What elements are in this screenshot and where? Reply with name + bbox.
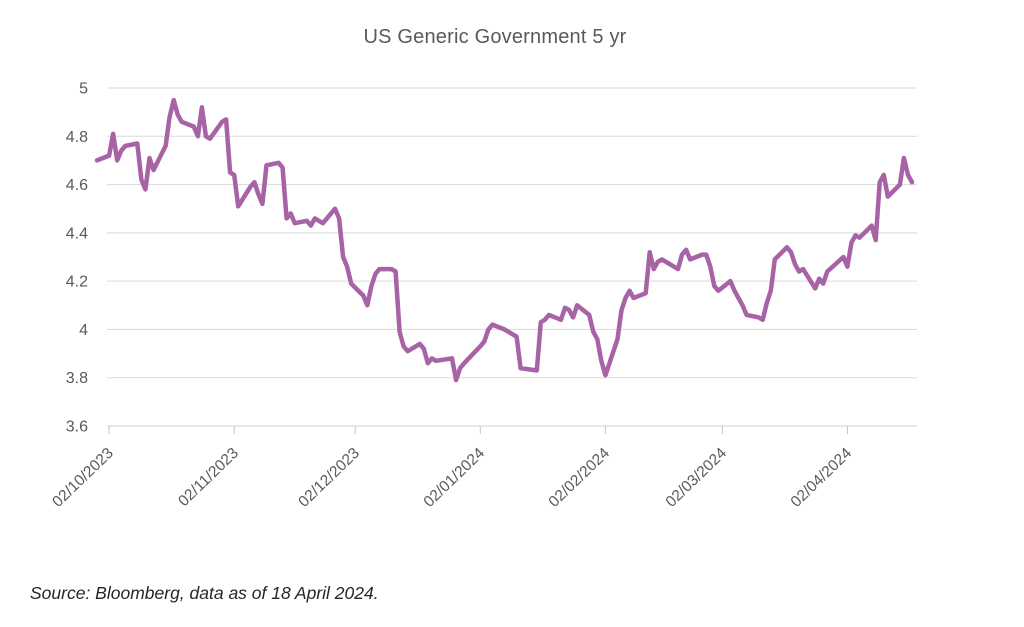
y-axis-tick-label: 4.6 [66, 177, 88, 194]
x-axis-tick-label: 02/01/2024 [420, 444, 488, 510]
y-axis-labels: 5 4.8 4.6 4.4 4.2 4 3.8 3.6 [66, 81, 88, 436]
x-axis-tick-label: 02/10/2023 [49, 445, 117, 511]
y-axis-tick-label: 4 [79, 322, 88, 339]
source-note: Source: Bloomberg, data as of 18 April 2… [30, 583, 379, 603]
x-axis-tick-label: 02/02/2024 [546, 444, 614, 510]
y-axis-tick-label: 4.8 [66, 129, 88, 146]
x-axis-tick-label: 02/04/2024 [788, 444, 856, 510]
yield-trend-line [94, 97, 915, 383]
x-axis-tick-label: 02/12/2023 [295, 445, 363, 511]
chart-title: US Generic Government 5 yr [363, 26, 627, 48]
x-axis [107, 425, 917, 434]
y-axis-tick-label: 5 [79, 81, 88, 98]
x-axis-tick-label: 02/11/2023 [175, 445, 242, 510]
y-axis-tick-label: 3.6 [66, 419, 88, 436]
x-axis-labels: 02/10/2023 02/11/2023 02/12/2023 02/01/2024… [49, 444, 855, 510]
y-axis-tick-label: 4.2 [66, 274, 88, 291]
y-axis-tick-label: 4.4 [66, 225, 88, 242]
y-axis-tick-label: 3.8 [66, 370, 88, 387]
x-axis-tick-label: 02/03/2024 [663, 444, 731, 510]
